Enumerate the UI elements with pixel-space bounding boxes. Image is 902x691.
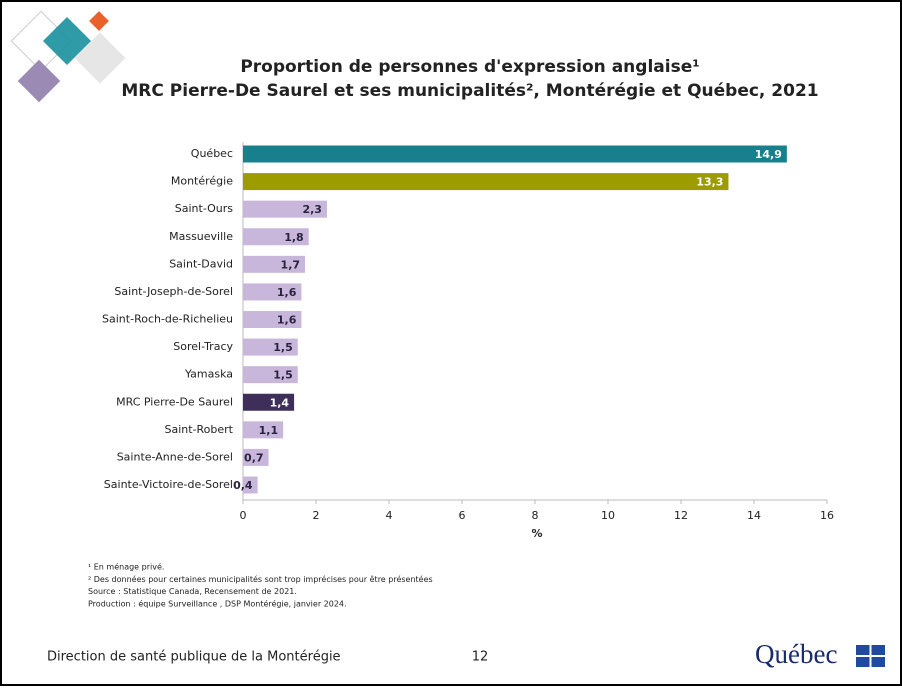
footnote: ¹ En ménage privé.: [88, 562, 164, 572]
footnote: Production : équipe Surveillance , DSP M…: [88, 598, 347, 608]
bar: [243, 311, 302, 328]
y-tick-label: Sainte-Anne-de-Sorel: [117, 450, 233, 463]
value-label: 1,1: [259, 424, 279, 437]
chart-title: MRC Pierre-De Saurel et ses municipalité…: [121, 81, 818, 101]
y-tick-label: Québec: [191, 147, 233, 160]
bar: [243, 283, 302, 301]
bar: [243, 145, 787, 163]
value-label: 1,6: [277, 286, 297, 299]
x-tick-label: 0: [240, 509, 247, 522]
logo: Québec: [755, 639, 837, 669]
value-label: 1,7: [281, 258, 301, 271]
bar: [243, 200, 327, 218]
y-tick-label: Saint-Robert: [165, 423, 234, 436]
bar: [243, 173, 729, 191]
footnote: ² Des données pour certaines municipalit…: [88, 574, 433, 584]
logo-flag: [856, 645, 885, 667]
value-label: 14,9: [755, 148, 782, 161]
x-tick-label: 8: [532, 509, 539, 522]
x-tick-label: 12: [674, 509, 688, 522]
bar: [243, 338, 298, 356]
x-axis-label: %: [531, 527, 542, 540]
x-tick-label: 14: [747, 509, 761, 522]
value-label: 1,5: [273, 369, 293, 382]
bar: [243, 366, 298, 384]
bar: [243, 228, 309, 246]
page-number: 12: [472, 650, 489, 665]
value-label: 0,4: [233, 479, 253, 492]
bar: [243, 393, 295, 411]
bar: [243, 255, 306, 273]
x-tick-label: 6: [459, 509, 466, 522]
value-label: 1,8: [284, 231, 304, 244]
footnote: Source : Statistique Canada, Recensement…: [88, 587, 297, 596]
x-tick-label: 10: [601, 509, 615, 522]
value-label: 1,5: [273, 341, 293, 354]
y-tick-label: Saint-Ours: [175, 202, 233, 215]
y-tick-label: MRC Pierre-De Saurel: [116, 395, 233, 408]
y-tick-label: Sorel-Tracy: [173, 340, 233, 353]
bar: [243, 448, 269, 466]
x-tick-label: 2: [313, 509, 320, 522]
value-label: 1,4: [270, 396, 290, 409]
chart-title: Proportion de personnes d'expression ang…: [240, 57, 699, 77]
value-label: 13,3: [696, 176, 723, 189]
y-tick-label: Sainte-Victoire-de-Sorel: [104, 478, 233, 491]
y-tick-label: Yamaska: [184, 368, 233, 381]
y-tick-label: Massueville: [169, 230, 233, 243]
y-tick-label: Montérégie: [171, 175, 233, 188]
y-tick-label: Saint-David: [169, 257, 233, 270]
x-tick-label: 4: [386, 509, 393, 522]
value-label: 2,3: [302, 203, 322, 216]
value-label: 1,6: [277, 314, 297, 327]
bar: [243, 421, 284, 439]
x-tick-label: 16: [820, 509, 834, 522]
y-tick-label: Saint-Joseph-de-Sorel: [114, 285, 233, 298]
footer-organization: Direction de santé publique de la Montér…: [47, 650, 341, 665]
value-label: 0,7: [244, 451, 264, 464]
bar: [243, 476, 258, 494]
y-tick-label: Saint-Roch-de-Richelieu: [102, 313, 233, 326]
